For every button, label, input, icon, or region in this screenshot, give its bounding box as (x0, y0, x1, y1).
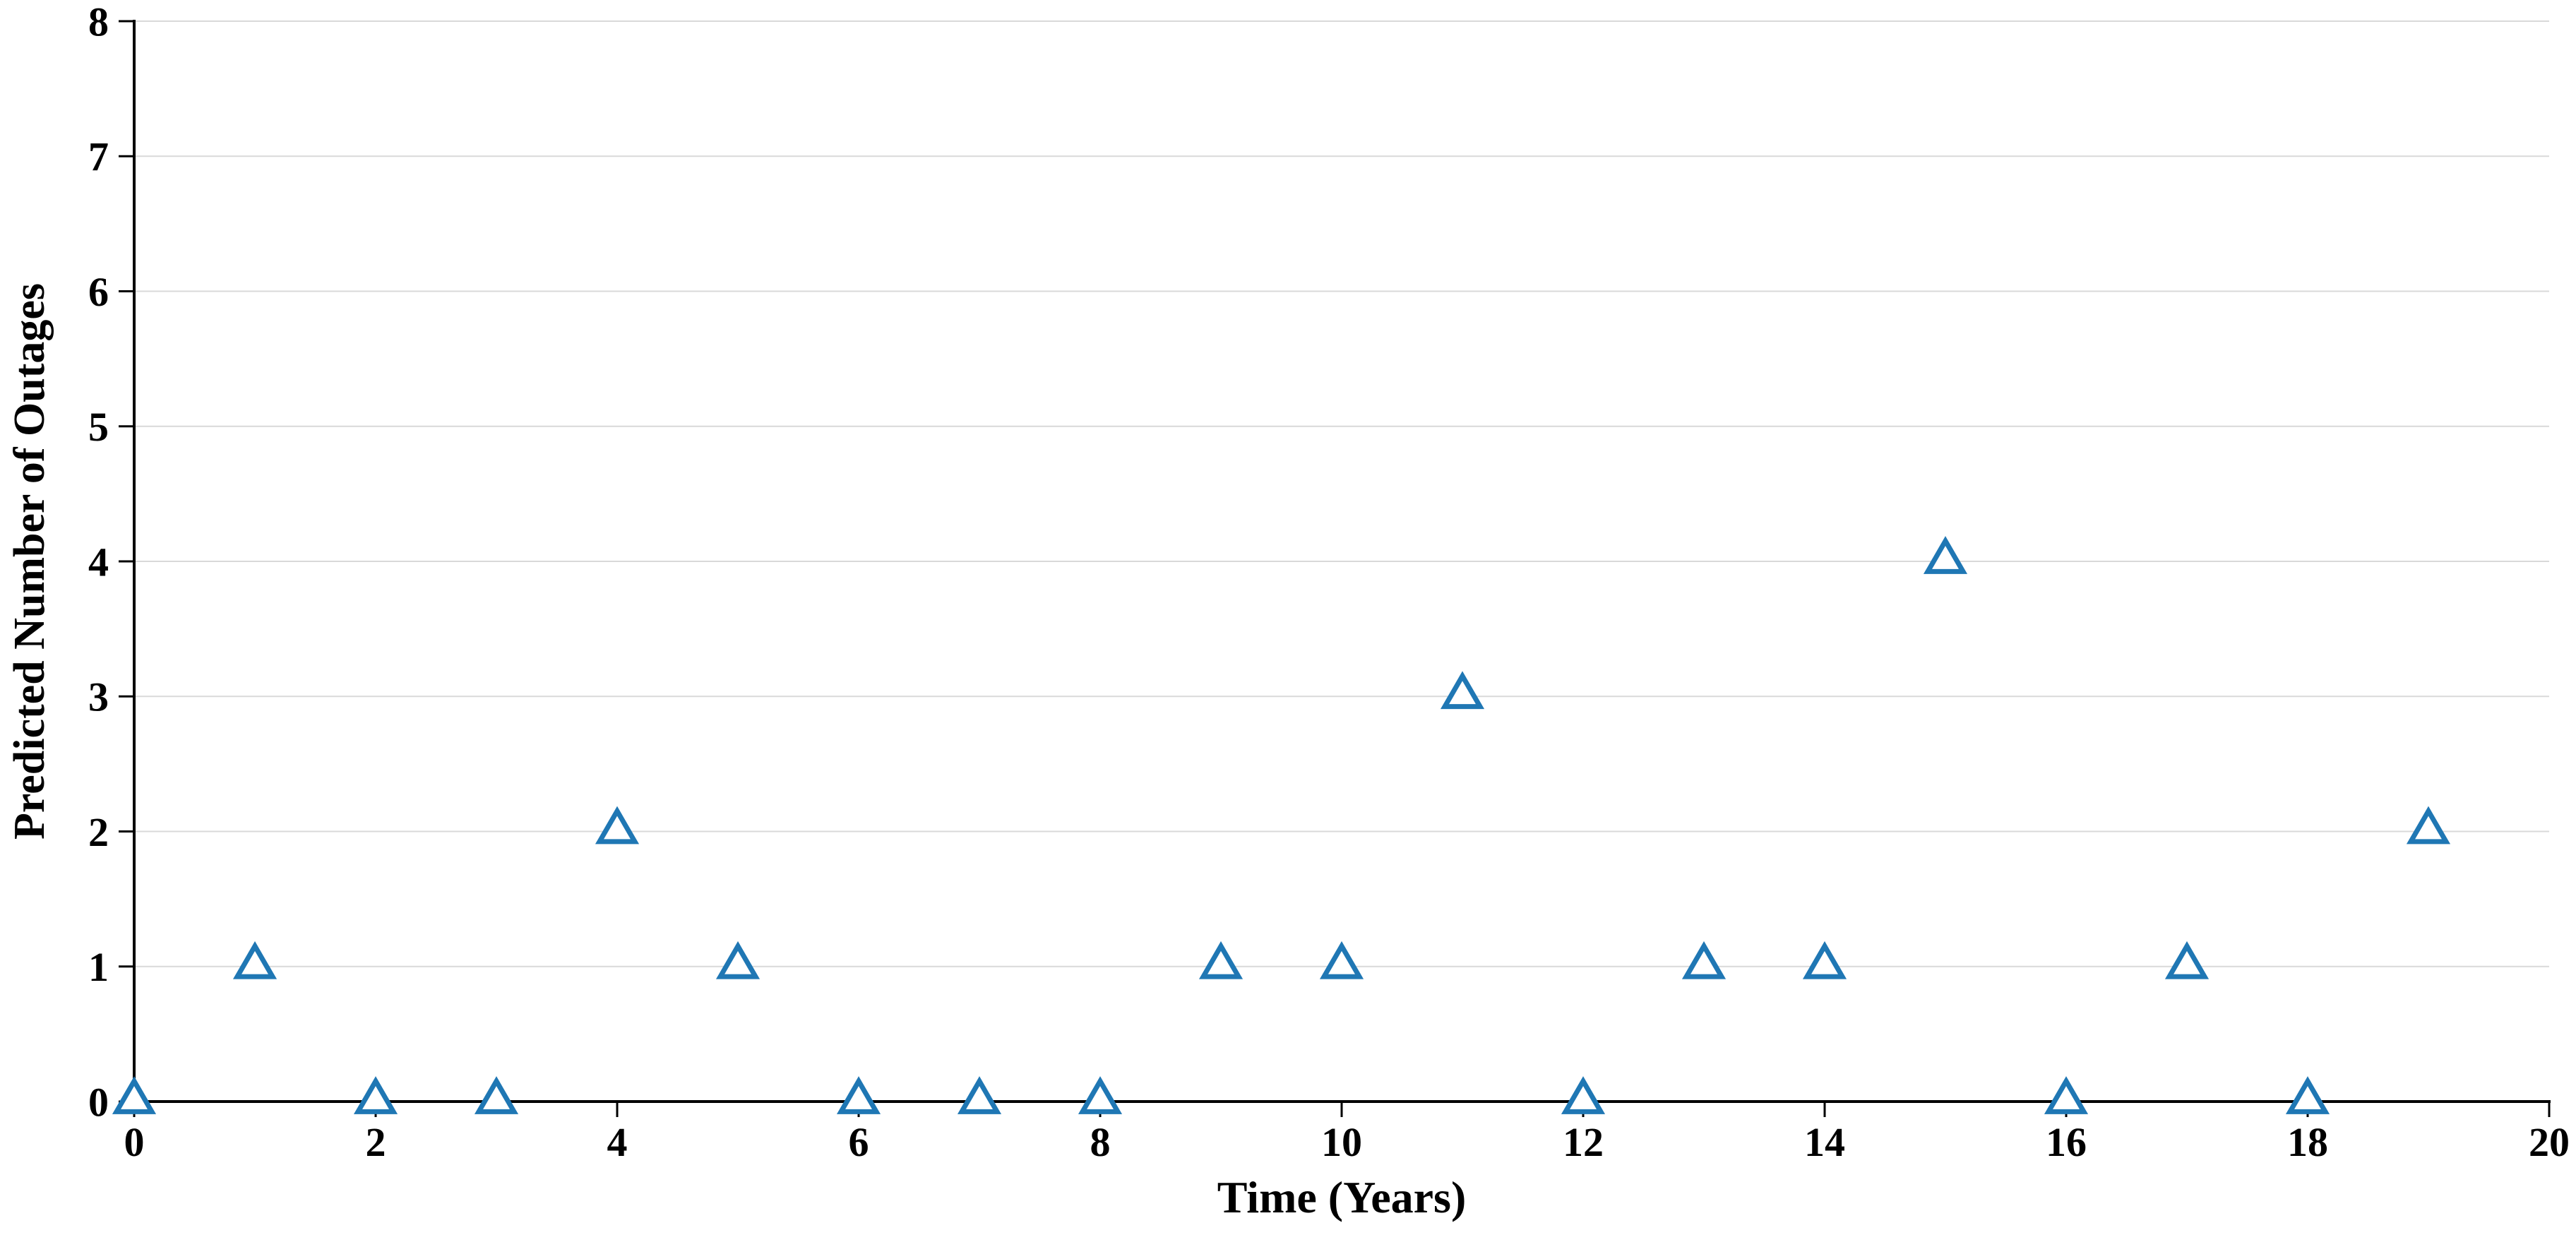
y-tick-label: 8 (88, 0, 109, 44)
x-tick-label: 16 (2046, 1119, 2087, 1165)
y-tick-label: 0 (88, 1079, 109, 1125)
y-tick-label: 1 (88, 944, 109, 990)
y-tick-label: 7 (88, 134, 109, 180)
y-tick-label: 4 (88, 539, 109, 585)
x-tick-label: 18 (2287, 1119, 2328, 1165)
y-axis-label: Predicted Number of Outages (6, 283, 54, 840)
x-tick-label: 20 (2529, 1119, 2570, 1165)
x-tick-label: 0 (124, 1119, 145, 1165)
chart-svg: 02468101214161820012345678Time (Years)Pr… (0, 0, 2576, 1247)
y-tick-label: 2 (88, 809, 109, 855)
x-tick-label: 6 (849, 1119, 869, 1165)
x-tick-label: 2 (366, 1119, 386, 1165)
x-tick-label: 8 (1090, 1119, 1111, 1165)
x-tick-label: 10 (1321, 1119, 1362, 1165)
chart-background (0, 0, 2576, 1247)
x-axis-label: Time (Years) (1217, 1172, 1467, 1222)
y-tick-label: 5 (88, 404, 109, 450)
y-tick-label: 3 (88, 674, 109, 720)
outages-scatter-chart: 02468101214161820012345678Time (Years)Pr… (0, 0, 2576, 1247)
x-tick-label: 14 (1804, 1119, 1845, 1165)
y-tick-label: 6 (88, 269, 109, 315)
x-tick-label: 4 (607, 1119, 628, 1165)
x-tick-label: 12 (1563, 1119, 1604, 1165)
